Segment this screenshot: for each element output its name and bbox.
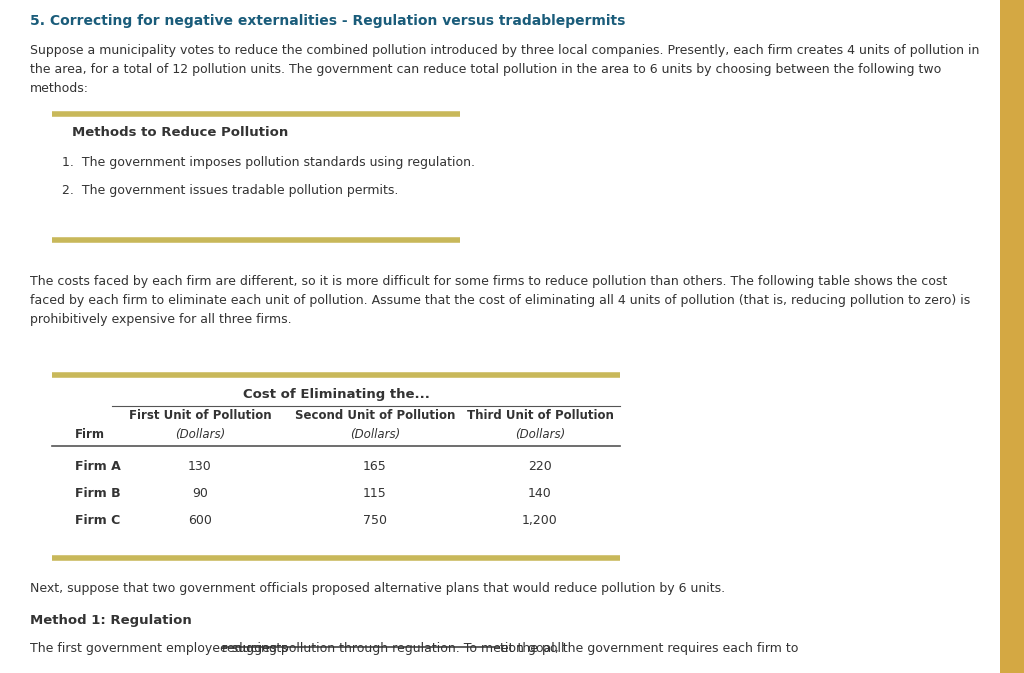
Text: 5. Correcting for negative externalities - Regulation versus tradablepermits: 5. Correcting for negative externalities… [30,14,626,28]
Text: Suppose a municipality votes to reduce the combined pollution introduced by thre: Suppose a municipality votes to reduce t… [30,44,979,57]
Text: (Dollars): (Dollars) [515,428,565,441]
Text: 165: 165 [364,460,387,473]
Text: First Unit of Pollution: First Unit of Pollution [129,409,271,422]
Text: 1.  The government imposes pollution standards using regulation.: 1. The government imposes pollution stan… [62,156,475,169]
Text: Firm A: Firm A [75,460,121,473]
Text: (Dollars): (Dollars) [175,428,225,441]
Text: Firm B: Firm B [75,487,121,500]
Text: Firm: Firm [75,428,105,441]
Text: Third Unit of Pollution: Third Unit of Pollution [467,409,613,422]
Text: Firm C: Firm C [75,514,120,527]
Text: methods:: methods: [30,82,89,95]
Text: tion goal, the government requires each firm to: tion goal, the government requires each … [500,642,798,655]
Text: the area, for a total of 12 pollution units. The government can reduce total pol: the area, for a total of 12 pollution un… [30,63,941,76]
Text: Second Unit of Pollution: Second Unit of Pollution [295,409,456,422]
Text: prohibitively expensive for all three firms.: prohibitively expensive for all three fi… [30,313,292,326]
Text: 750: 750 [362,514,387,527]
Text: Cost of Eliminating the...: Cost of Eliminating the... [243,388,429,401]
Text: reducing pollution through regulation. To meet the poll: reducing pollution through regulation. T… [222,642,564,655]
Text: Method 1: Regulation: Method 1: Regulation [30,614,191,627]
Text: Next, suppose that two government officials proposed alternative plans that woul: Next, suppose that two government offici… [30,582,725,595]
Text: 600: 600 [188,514,212,527]
Text: Methods to Reduce Pollution: Methods to Reduce Pollution [72,126,288,139]
Text: 90: 90 [193,487,208,500]
Text: 2.  The government issues tradable pollution permits.: 2. The government issues tradable pollut… [62,184,398,197]
Text: The costs faced by each firm are different, so it is more difficult for some fir: The costs faced by each firm are differe… [30,275,947,288]
Text: faced by each firm to eliminate each unit of pollution. Assume that the cost of : faced by each firm to eliminate each uni… [30,294,971,307]
Bar [1000,0,1024,673]
Text: 1,200: 1,200 [522,514,558,527]
Text: (Dollars): (Dollars) [350,428,400,441]
Text: 115: 115 [364,487,387,500]
Text: 130: 130 [188,460,212,473]
Text: 140: 140 [528,487,552,500]
Text: The first government employee suggests: The first government employee suggests [30,642,288,655]
Text: 220: 220 [528,460,552,473]
